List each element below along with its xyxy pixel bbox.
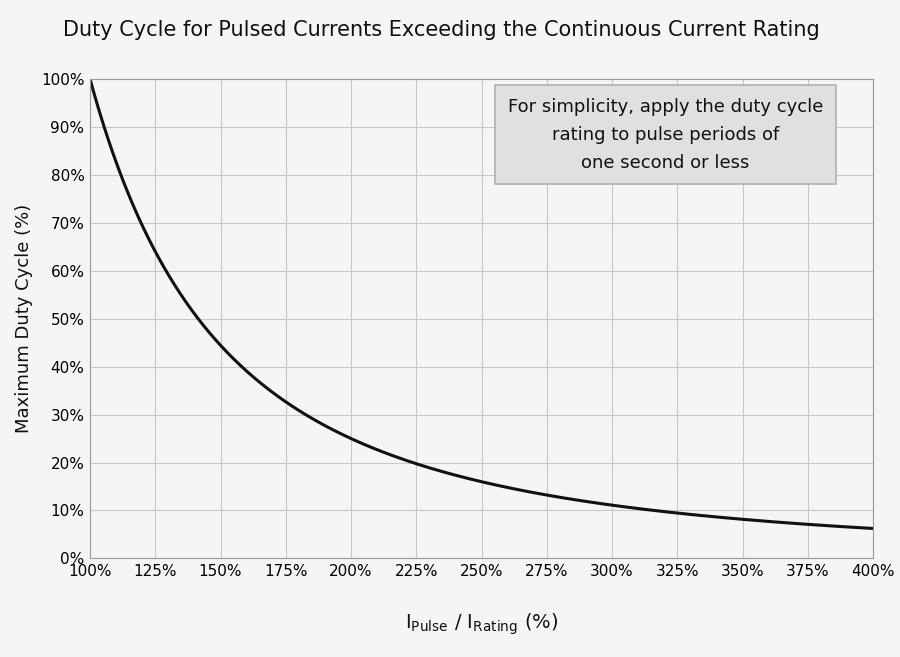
Text: Duty Cycle for Pulsed Currents Exceeding the Continuous Current Rating: Duty Cycle for Pulsed Currents Exceeding… [63, 20, 820, 39]
Text: $\mathsf{I}_{\mathsf{Pulse}}\ /\ \mathsf{I}_{\mathsf{Rating}}\ (\%)$: $\mathsf{I}_{\mathsf{Pulse}}\ /\ \mathsf… [405, 611, 558, 637]
Text: For simplicity, apply the duty cycle
rating to pulse periods of
one second or le: For simplicity, apply the duty cycle rat… [508, 98, 824, 171]
Y-axis label: Maximum Duty Cycle (%): Maximum Duty Cycle (%) [14, 204, 32, 433]
